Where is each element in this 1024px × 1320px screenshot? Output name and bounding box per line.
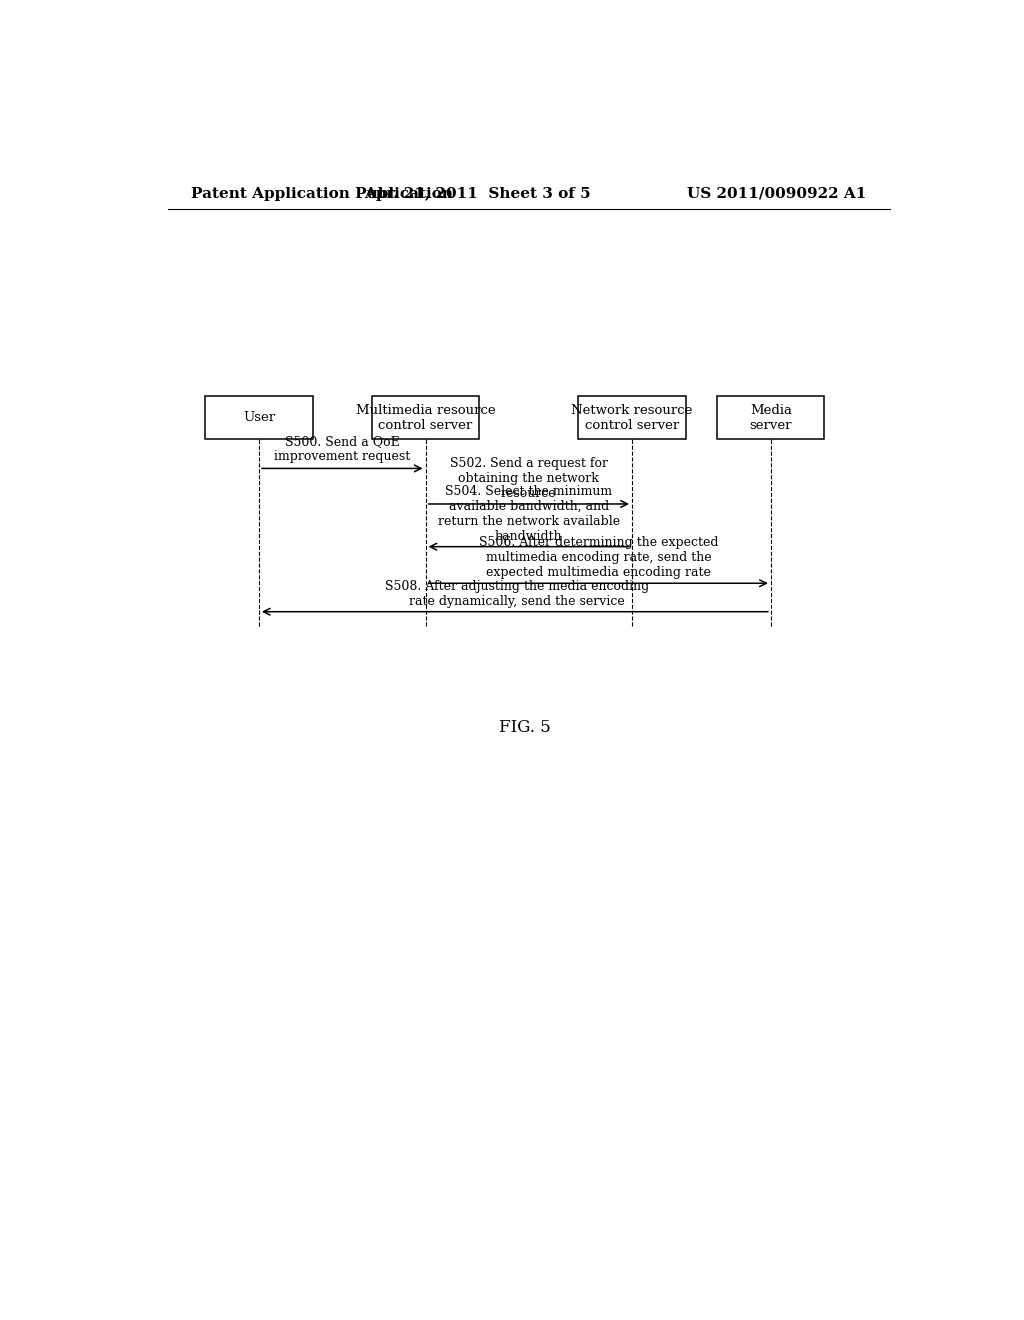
- Text: Patent Application Publication: Patent Application Publication: [191, 187, 454, 201]
- Text: Multimedia resource
control server: Multimedia resource control server: [355, 404, 496, 432]
- Text: FIG. 5: FIG. 5: [499, 719, 551, 737]
- Text: User: User: [243, 411, 275, 424]
- Text: S504. Select the minimum
available bandwidth, and
return the network available
b: S504. Select the minimum available bandw…: [437, 484, 620, 543]
- Bar: [579, 396, 685, 440]
- Text: Media
server: Media server: [750, 404, 793, 432]
- Bar: [717, 396, 824, 440]
- Bar: [206, 396, 312, 440]
- Text: Network resource
control server: Network resource control server: [571, 404, 692, 432]
- Text: US 2011/0090922 A1: US 2011/0090922 A1: [687, 187, 866, 201]
- Text: S500. Send a QoE
improvement request: S500. Send a QoE improvement request: [274, 436, 411, 463]
- Text: S502. Send a request for
obtaining the network
resource: S502. Send a request for obtaining the n…: [450, 457, 608, 500]
- Text: Apr. 21, 2011  Sheet 3 of 5: Apr. 21, 2011 Sheet 3 of 5: [364, 187, 591, 201]
- Text: S506. After determining the expected
multimedia encoding rate, send the
expected: S506. After determining the expected mul…: [479, 536, 719, 579]
- Text: S508. After adjusting the media encoding
rate dynamically, send the service: S508. After adjusting the media encoding…: [385, 579, 649, 607]
- Bar: [372, 396, 479, 440]
